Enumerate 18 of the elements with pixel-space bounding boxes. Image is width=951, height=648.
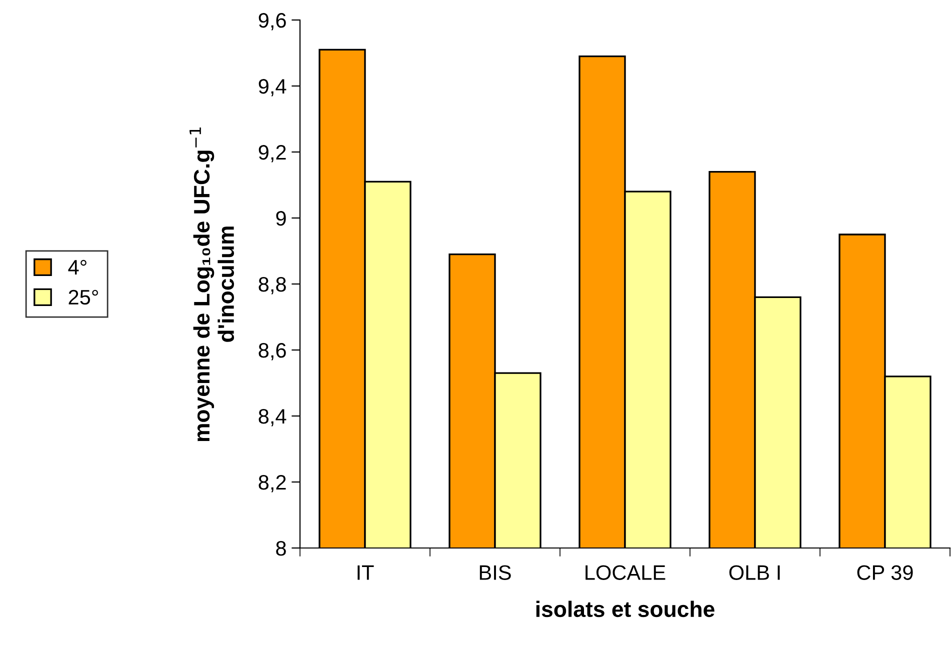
legend-label: 4° (68, 260, 86, 274)
y-tick-label: 8,6 (258, 343, 286, 360)
y-tick-label: 8,2 (258, 475, 286, 492)
x-axis-title: isolats et souche (536, 600, 714, 618)
x-tick-label: LOCALE (586, 565, 666, 580)
x-tick-label: CP 39 (857, 565, 913, 580)
y-tick-label: 8,8 (258, 277, 286, 294)
x-tick-label: OLB I (729, 565, 780, 580)
y-tick-label: 9,6 (258, 13, 286, 30)
y-tick-label: 9 (276, 211, 286, 226)
text: moyenne de Log₁₀de UFC.g$^{−1}$ d'inoculum (190, 128, 234, 442)
x-tick-label: BIS (480, 565, 511, 580)
y-tick-label: 9,2 (258, 145, 286, 162)
y-tick-label: 9,4 (258, 79, 286, 96)
legend-label: 25° (68, 290, 98, 305)
y-tick-label: 8 (276, 541, 286, 556)
x-tick-label: IT (358, 565, 374, 580)
y-tick-label: 8,4 (258, 409, 286, 426)
